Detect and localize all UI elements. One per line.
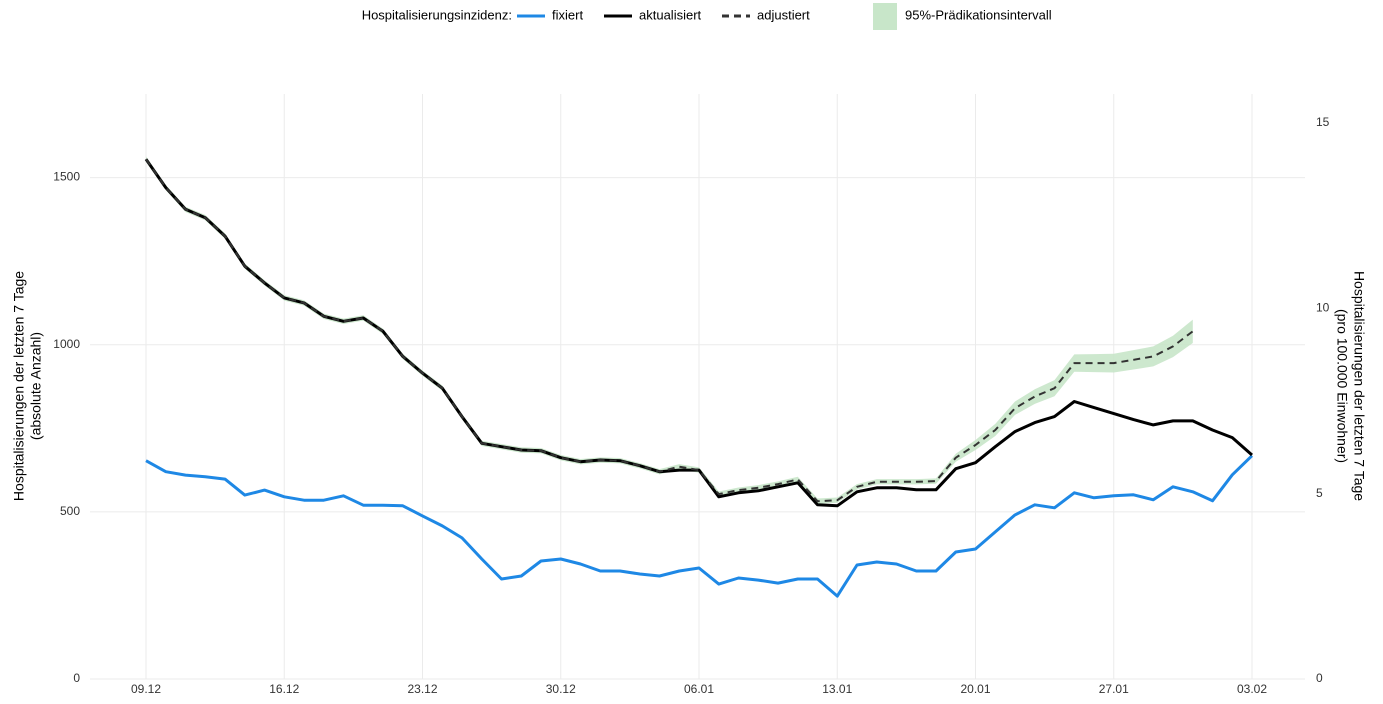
x-tick-label: 20.01: [960, 682, 990, 696]
x-tick-label: 09.12: [131, 682, 161, 696]
y-axis-title: (absolute Anzahl): [28, 332, 44, 440]
y-tick-label: 1000: [53, 337, 80, 351]
x-tick-label: 23.12: [407, 682, 437, 696]
y2-axis-title: Hospitalisierungen der letzten 7 Tage: [1351, 271, 1367, 501]
series-line: [145, 158, 1194, 503]
legend: Hospitalisierungsinzidenz: fixiert aktuali…: [362, 3, 1052, 30]
y-tick-label: 0: [73, 671, 80, 685]
legend-item: fixiert: [517, 7, 583, 22]
x-tick-label: 03.02: [1237, 682, 1267, 696]
x-tick-label: 30.12: [546, 682, 576, 696]
x-tick-label: 13.01: [822, 682, 852, 696]
y2-axis-title: (pro 100.000 Einwohner): [1334, 309, 1350, 463]
legend-label: 95%-Prädikationsintervall: [905, 7, 1052, 22]
y2-tick-label: 10: [1316, 300, 1330, 314]
legend-title: Hospitalisierungsinzidenz:: [362, 7, 512, 22]
y-axis-title: Hospitalisierungen der letzten 7 Tage: [11, 271, 27, 501]
y-tick-label: 500: [60, 504, 80, 518]
y2-tick-label: 15: [1316, 115, 1330, 129]
x-tick-label: 27.01: [1099, 682, 1129, 696]
legend-label: fixiert: [552, 7, 583, 22]
series-line: [144, 158, 1253, 508]
legend-item: aktualisiert: [604, 7, 702, 22]
legend-item: 95%-Prädikationsintervall: [873, 3, 1052, 30]
y2-tick-label: 5: [1316, 486, 1323, 500]
legend-item: adjustiert: [722, 7, 810, 22]
legend-label: adjustiert: [757, 7, 810, 22]
prediction-band: [146, 156, 1193, 504]
x-tick-label: 16.12: [269, 682, 299, 696]
x-tick-label: 06.01: [684, 682, 714, 696]
y-tick-label: 1500: [53, 170, 80, 184]
legend-label: aktualisiert: [639, 7, 702, 22]
legend-swatch: [873, 3, 897, 30]
y2-tick-label: 0: [1316, 671, 1323, 685]
grid: [90, 94, 1305, 680]
series-line: [145, 454, 1254, 598]
